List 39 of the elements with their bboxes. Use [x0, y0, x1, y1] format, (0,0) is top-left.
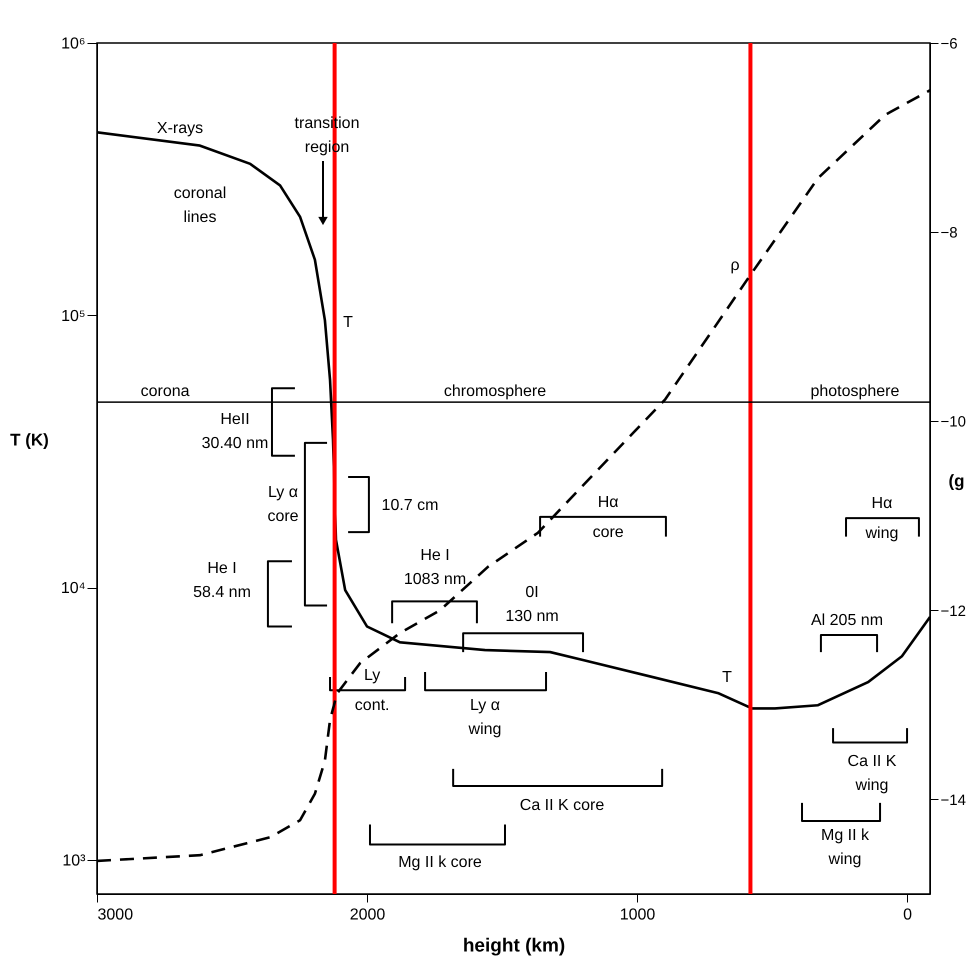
y2-tick-label: −12 — [940, 602, 966, 620]
annotation: Ly α wing — [468, 697, 502, 738]
annotation: chromosphere — [444, 383, 546, 400]
annotation: Ca II K core — [520, 797, 604, 814]
annotation: ρ — [730, 257, 740, 274]
annotation: X-rays — [156, 120, 204, 137]
y2-tick-label: −6 — [940, 36, 958, 52]
annotation: coronal lines — [174, 185, 226, 226]
annotation: Ly cont. — [354, 667, 390, 714]
annotation: T — [722, 669, 732, 686]
annotation: He I 58.4 nm — [193, 560, 251, 601]
annotation: Al 205 nm — [810, 612, 884, 629]
x-tick-label: 0 — [903, 906, 912, 924]
annotation: Hα wing — [864, 495, 898, 542]
annotation: HeII 30.40 nm — [202, 411, 268, 452]
y-axis-title: T (K) — [10, 430, 49, 450]
y-tick-label: 10³ — [62, 852, 86, 870]
y2-tick-label: −8 — [940, 224, 958, 242]
y2-tick-label: −10 — [940, 414, 966, 431]
x-tick-label: 3000 — [98, 906, 134, 924]
annotation: Mg II k wing — [820, 827, 870, 868]
annotation: photosphere — [810, 383, 900, 400]
annotation: He I 1083 nm — [404, 547, 466, 588]
x-axis-title: height (km) — [462, 936, 566, 956]
y-tick-label: 10⁵ — [61, 308, 86, 325]
y-tick-label: 10⁴ — [60, 580, 86, 598]
annotation: Mg II k core — [398, 854, 482, 871]
y2-axis-title: (g — [948, 472, 965, 490]
annotation: Ca II K wing — [848, 753, 897, 794]
x-tick-label: 2000 — [350, 906, 386, 924]
annotation: Hα core — [592, 494, 624, 541]
annotation: 0I 130 nm — [505, 584, 559, 625]
y2-tick-label: −14 — [940, 792, 966, 809]
annotation: T — [343, 314, 354, 331]
x-tick-label: 1000 — [620, 906, 656, 924]
y-tick-label: 10⁶ — [61, 36, 86, 52]
annotation: Ly α core — [267, 484, 299, 525]
annotation: corona — [140, 383, 190, 400]
annotation: 10.7 cm — [382, 497, 438, 514]
